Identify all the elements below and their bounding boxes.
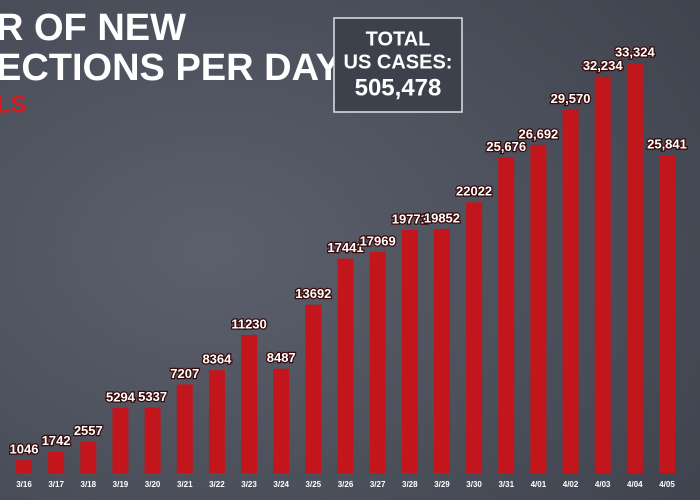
bar xyxy=(80,441,97,473)
bar xyxy=(112,407,129,473)
x-tick-label: 3/31 xyxy=(498,480,514,489)
value-label: 2557 xyxy=(74,423,103,438)
bar xyxy=(305,304,322,473)
x-tick-label: 3/29 xyxy=(434,480,450,489)
x-tick-label: 3/24 xyxy=(273,480,289,489)
bar xyxy=(530,144,547,474)
x-tick-label: 4/05 xyxy=(659,480,675,489)
value-label: 17969 xyxy=(360,234,396,249)
value-label: 7207 xyxy=(170,366,199,381)
value-label: 29,570 xyxy=(551,91,591,106)
value-label: 25,676 xyxy=(486,139,526,154)
x-tick-label: 3/28 xyxy=(402,480,418,489)
x-tick-label: 3/25 xyxy=(306,480,322,489)
title-line: R OF NEW xyxy=(0,7,186,49)
bar xyxy=(466,202,483,473)
x-tick-label: 3/17 xyxy=(48,480,64,489)
value-label: 8364 xyxy=(202,352,232,367)
bar xyxy=(369,252,386,473)
value-label: 17441 xyxy=(327,240,363,255)
x-tick-label: 3/16 xyxy=(16,480,32,489)
bar xyxy=(498,157,515,473)
total-label: TOTAL xyxy=(366,28,431,50)
value-label: 22022 xyxy=(456,184,492,199)
x-tick-label: 4/03 xyxy=(595,480,611,489)
total-value: 505,478 xyxy=(355,74,442,101)
bar xyxy=(16,460,32,473)
value-label: 25,841 xyxy=(647,137,687,152)
bar xyxy=(176,384,193,473)
bar xyxy=(241,334,258,473)
x-tick-label: 3/20 xyxy=(145,480,161,489)
x-tick-label: 3/18 xyxy=(81,480,97,489)
value-label: 33,324 xyxy=(615,45,656,60)
bar xyxy=(626,63,643,474)
value-label: 1742 xyxy=(42,433,71,448)
x-tick-label: 4/02 xyxy=(563,480,579,489)
x-tick-label: 4/01 xyxy=(531,480,547,489)
x-tick-label: 3/19 xyxy=(113,480,129,489)
value-label: 8487 xyxy=(267,350,296,365)
value-label: 1046 xyxy=(10,442,39,457)
bar xyxy=(659,155,675,473)
value-label: 11230 xyxy=(231,316,266,331)
bar xyxy=(433,228,450,473)
value-label: 5337 xyxy=(138,389,167,404)
x-tick-label: 3/22 xyxy=(209,480,225,489)
value-label: 13692 xyxy=(295,286,331,301)
x-tick-label: 3/26 xyxy=(338,480,354,489)
bar xyxy=(562,109,579,473)
bar xyxy=(337,258,354,473)
x-tick-label: 4/04 xyxy=(627,480,643,489)
bar xyxy=(48,451,65,473)
title-line: ECTIONS PER DAY xyxy=(0,47,341,89)
bar xyxy=(273,368,290,473)
value-label: 19852 xyxy=(424,210,460,225)
x-tick-label: 3/21 xyxy=(177,480,193,489)
value-label: 19771 xyxy=(392,211,428,226)
total-label: US CASES: xyxy=(344,51,453,73)
bar xyxy=(144,407,161,473)
total-box xyxy=(333,17,463,113)
x-tick-label: 3/27 xyxy=(370,480,386,489)
x-tick-label: 3/30 xyxy=(466,480,482,489)
x-tick-label: 3/23 xyxy=(241,480,257,489)
subtitle: LS xyxy=(0,91,27,118)
value-label: 5294 xyxy=(106,389,136,404)
bar xyxy=(594,76,611,473)
value-label: 32,234 xyxy=(583,58,624,73)
bar xyxy=(208,370,225,473)
bar xyxy=(401,229,418,473)
value-label: 26,692 xyxy=(519,126,559,141)
